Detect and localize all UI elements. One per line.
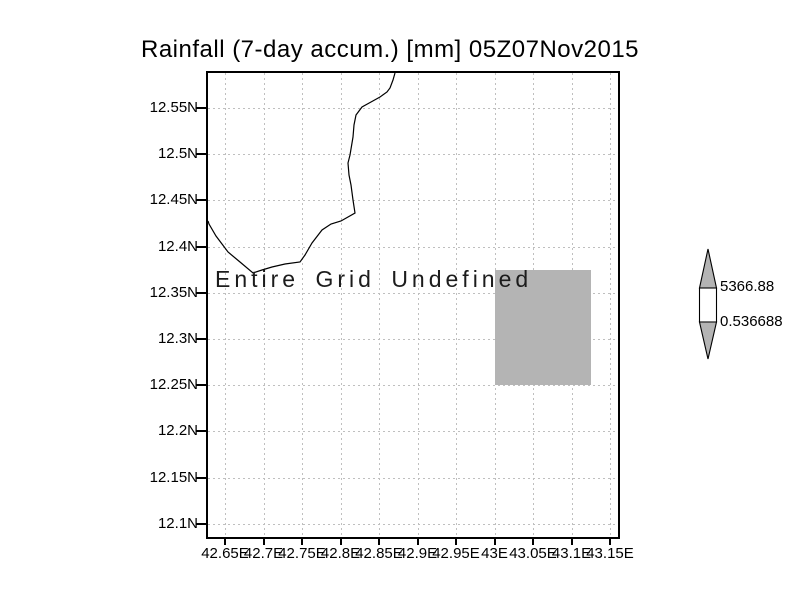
lat-tick [196,522,207,525]
lon-gridline [340,73,342,537]
lon-tick [262,538,265,545]
colorbar-down-arrow [698,321,718,360]
lon-tick-label: 42.85E [355,545,403,562]
lon-gridline [379,73,380,537]
lat-tick [196,107,207,109]
lon-tick-label: 43.05E [509,545,557,562]
lat-tick-label: 12.3N [157,330,198,347]
colorbar-max-label: 5366.88 [720,278,775,295]
map-frame: Entire Grid Undefined [206,71,620,539]
lon-tick [532,538,534,545]
map-area: Entire Grid Undefined [208,73,618,537]
lat-gridline [208,523,618,525]
lon-gridline [263,73,265,537]
lat-tick-label: 12.2N [157,422,198,440]
coastline [208,73,396,274]
lat-tick [196,153,207,156]
lat-tick [196,476,207,479]
lon-gridline [417,73,419,537]
lat-gridline [208,431,618,433]
lat-tick [196,384,207,387]
lon-tick [378,538,380,545]
lat-tick [196,245,207,248]
lat-tick-label: 12.5N [157,145,198,163]
lat-tick [196,291,207,294]
lat-tick-label: 12.45N [149,191,198,209]
lat-tick [196,430,207,433]
lon-gridline [302,73,303,537]
lat-gridline [208,154,618,156]
lon-tick [301,538,303,545]
lat-tick [196,199,207,202]
colorbar-box [698,287,718,323]
lon-gridline [225,73,226,537]
plot-title: Rainfall (7-day accum.) [mm] 05Z07Nov201… [140,36,640,63]
lat-gridline [208,385,618,387]
lon-tick-label: 43E [481,545,508,562]
lon-tick [416,538,419,545]
lat-gridline [208,108,618,109]
lon-tick [339,538,342,545]
lon-tick [570,538,573,545]
lon-tick [609,538,611,545]
lat-gridline [208,477,618,479]
lon-tick-label: 42.75E [278,545,326,562]
lat-tick [196,338,207,340]
lat-tick-label: 12.1N [157,514,198,532]
lat-gridline [208,292,618,294]
lat-gridline [208,246,618,248]
lon-tick-label: 42.8E [320,545,361,562]
lon-tick [493,538,496,545]
lat-gridline [208,339,618,340]
lon-tick [224,538,226,545]
colorbar [698,248,718,360]
lat-tick-label: 12.55N [149,99,198,116]
lat-gridline [208,200,618,202]
lon-gridline [610,73,611,537]
lon-tick-label: 43.15E [586,545,634,562]
lon-tick-label: 42.65E [201,545,249,562]
lat-tick-label: 12.4N [157,237,198,255]
lon-tick-label: 42.95E [432,545,480,562]
lat-tick-label: 12.35N [149,283,198,301]
undefined-data-patch [494,269,591,386]
undefined-message: Entire Grid Undefined [215,266,533,292]
lon-tick-label: 42.7E [243,545,284,562]
lon-tick-label: 42.9E [397,545,438,562]
lon-tick-label: 43.1E [551,545,592,562]
lon-gridline [456,73,457,537]
lat-tick-label: 12.25N [149,376,198,394]
lat-tick-label: 12.15N [149,468,198,486]
colorbar-min-label: 0.536688 [720,313,783,330]
lon-tick [455,538,457,545]
colorbar-up-arrow [698,248,718,289]
